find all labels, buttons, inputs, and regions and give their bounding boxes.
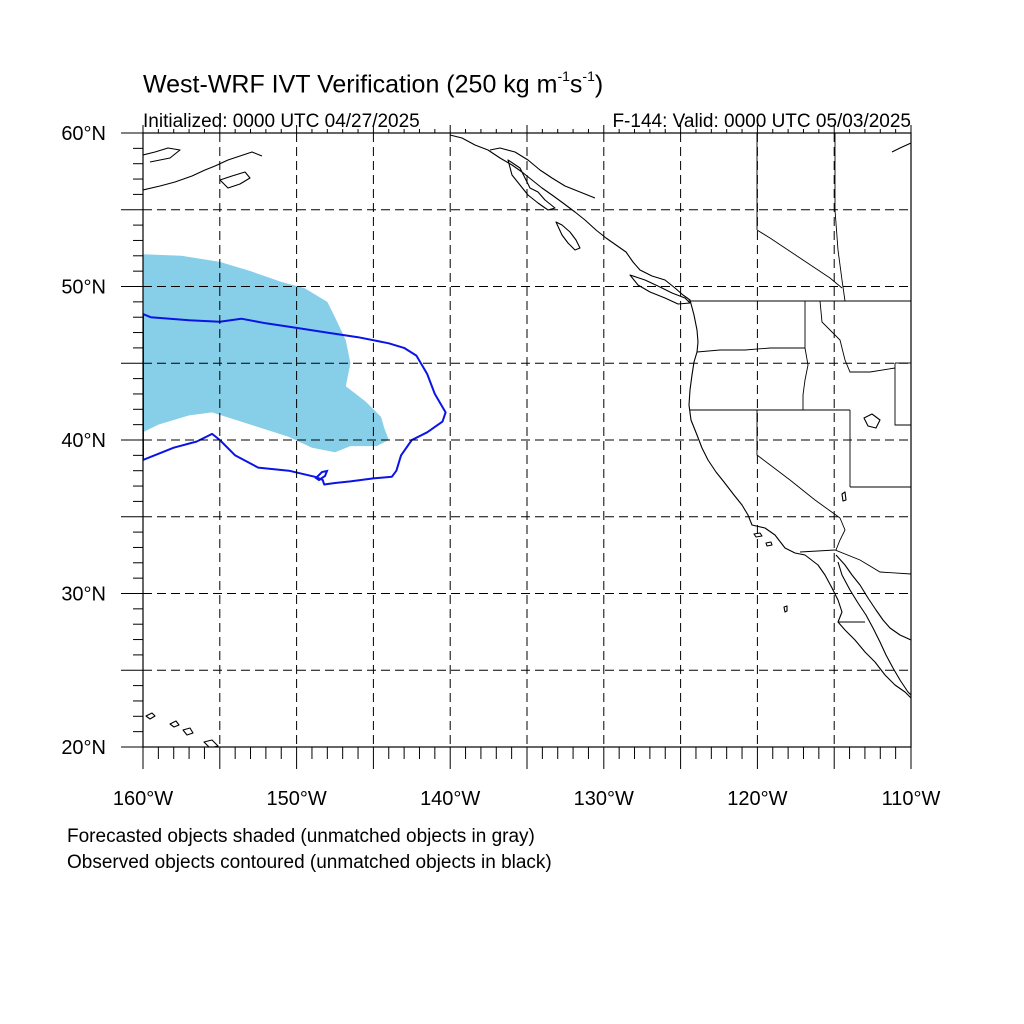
observed-object-contour (143, 313, 447, 486)
observed-object-small-contour (314, 469, 329, 482)
latitude-labels: 20°N 30°N 40°N 50°N 60°N (61, 123, 106, 759)
map-plot-area (143, 133, 911, 747)
valid-time-label: F-144: Valid: 0000 UTC 05/03/2025 (612, 111, 911, 132)
hawaii-maui (182, 727, 194, 736)
wyoming-west-border (894, 363, 911, 426)
kodiak-island-outline (219, 171, 251, 189)
gulf-of-california-outline (835, 554, 911, 641)
lon-label: 110°W (882, 788, 941, 810)
observed-note: Observed objects contoured (unmatched ob… (67, 852, 552, 873)
title-close-paren: ) (594, 70, 604, 99)
forecast-note: Forecasted objects shaded (unmatched obj… (67, 826, 535, 847)
lat-label: 20°N (61, 737, 106, 759)
haida-gwaii-outline (555, 221, 581, 251)
idaho-montana-border (819, 300, 896, 373)
lon-label: 160°W (113, 788, 173, 810)
lat-lon-grid (143, 133, 911, 747)
title-superscript-s: -1 (582, 68, 595, 84)
forecast-object-shaded (143, 254, 389, 453)
lat-label: 40°N (61, 430, 106, 452)
california-arizona-border (835, 517, 846, 551)
initialized-label: Initialized: 0000 UTC 04/27/2025 (143, 111, 420, 132)
title-superscript-m: -1 (557, 68, 570, 84)
map-title: West-WRF IVT Verification (250 kg m-1s-1… (143, 68, 604, 99)
alaska-peninsula-outline (143, 147, 181, 163)
political-boundaries (688, 133, 911, 623)
bc-alberta-border (834, 133, 846, 302)
vancouver-island-outline (629, 274, 691, 305)
lat-label: 60°N (61, 123, 106, 145)
channel-island-1 (753, 532, 763, 538)
hudson-coast-segment (891, 142, 911, 153)
lon-label: 120°W (727, 788, 787, 810)
california-nevada-border (756, 410, 841, 519)
hawaii-big-island (203, 739, 219, 747)
lon-label: 140°W (420, 788, 480, 810)
hawaii-kauai (145, 712, 156, 720)
aleutian-coast-outline (143, 151, 263, 191)
coastlines (143, 134, 911, 747)
alaska-panhandle-islands (507, 159, 556, 211)
title-text-s: s (569, 70, 583, 99)
lon-label: 130°W (574, 788, 634, 810)
lat-label: 30°N (61, 584, 106, 606)
oregon-idaho-border (802, 347, 809, 410)
lat-label: 50°N (61, 277, 106, 299)
hawaii-oahu (169, 720, 180, 728)
channel-island-2 (765, 541, 773, 547)
canada-alaska-border (756, 229, 843, 289)
lon-label: 150°W (266, 788, 326, 810)
axis-ticks (121, 125, 912, 769)
guadalupe-island (783, 605, 788, 613)
us-mexico-border (799, 549, 911, 575)
title-text: West-WRF IVT Verification (250 kg m (143, 70, 558, 99)
baja-inner-coast (837, 561, 911, 696)
longitude-labels: 160°W 150°W 140°W 130°W 120°W 110°W (113, 788, 941, 810)
salton-sea (841, 491, 847, 502)
great-salt-lake (863, 413, 881, 429)
alaska-coast-segment (489, 147, 596, 199)
washington-oregon-border (696, 347, 805, 353)
west-coast-outline (449, 134, 911, 699)
